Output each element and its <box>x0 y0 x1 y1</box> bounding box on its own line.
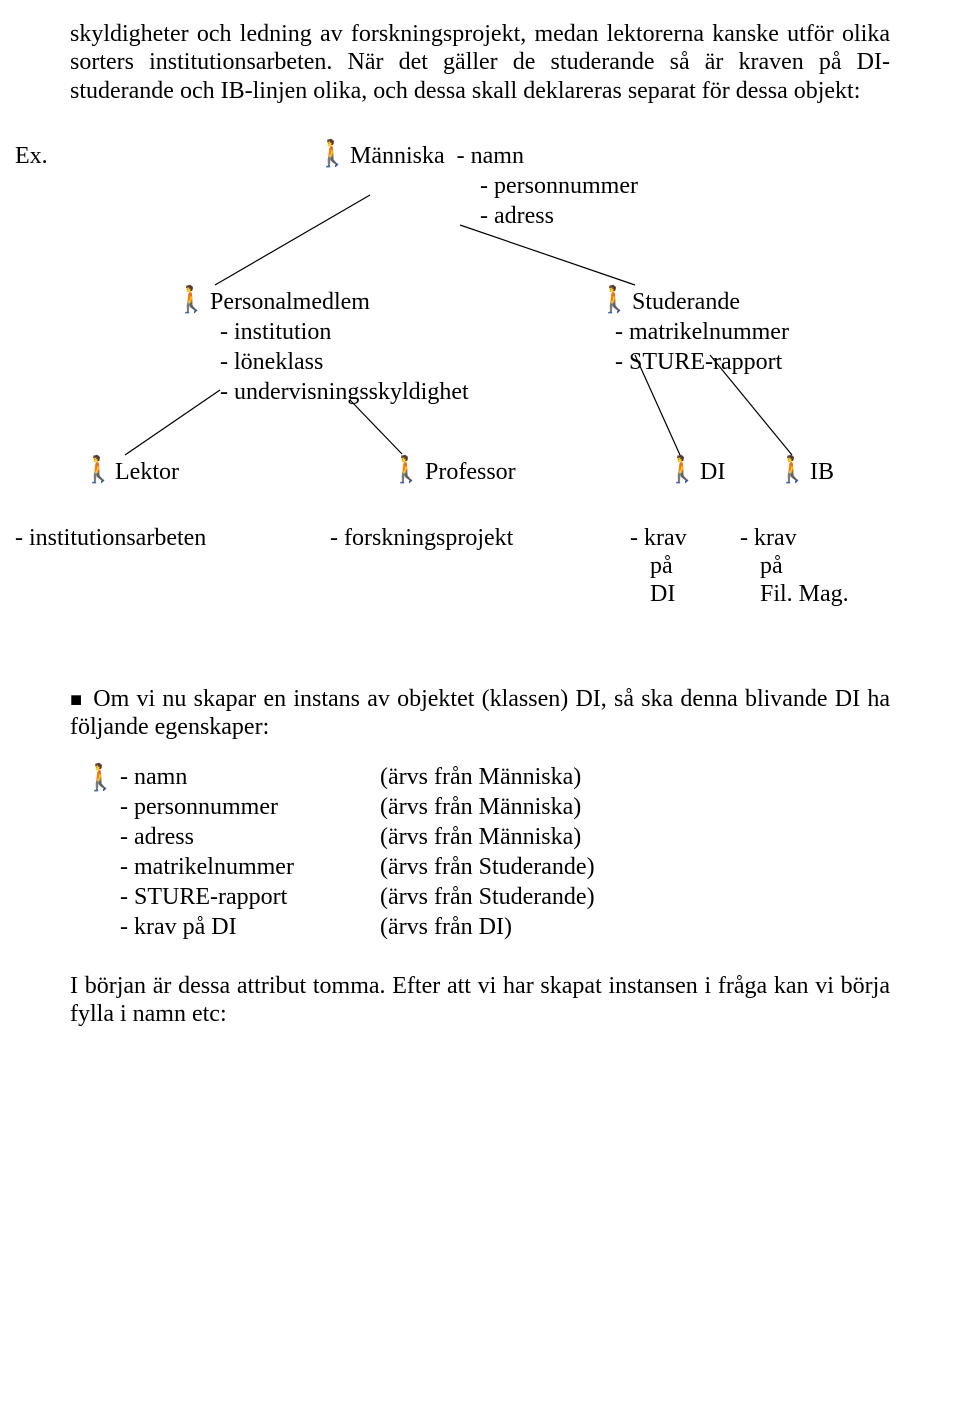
studerande-attr-1: - matrikelnummer <box>615 319 789 346</box>
professor-title: Professor <box>425 459 516 486</box>
example-label: Ex. <box>15 143 48 170</box>
studerande-attr-2: - STURE-rapport <box>615 349 782 376</box>
person-icon: 🚶 <box>316 141 348 167</box>
ib-title: IB <box>810 459 834 486</box>
personalmedlem-attr-1: - institution <box>220 319 331 346</box>
person-icon: 🚶 <box>175 287 207 313</box>
intro-paragraph: skyldigheter och ledning av forskningspr… <box>70 20 890 105</box>
attr-val: (ärvs från Studerande) <box>380 852 595 882</box>
root-attr-3: - adress <box>480 203 554 230</box>
person-icon: 🚶 <box>666 457 698 483</box>
person-icon: 🚶 <box>82 457 114 483</box>
studerande-title: Studerande <box>632 289 740 316</box>
di-title: DI <box>700 459 725 486</box>
attr-key: - namn <box>120 762 380 792</box>
personalmedlem-attr-3: - undervisningsskyldighet <box>220 379 469 406</box>
person-icon: 🚶 <box>598 287 630 313</box>
root-attr-2: - personnummer <box>480 173 638 200</box>
di-attr-2: på <box>650 553 673 580</box>
attr-key: - matrikelnummer <box>120 852 380 882</box>
attr-val: (ärvs från DI) <box>380 912 512 942</box>
lektor-title: Lektor <box>115 459 179 486</box>
professor-attr: - forskningsprojekt <box>330 525 513 552</box>
person-icon: 🚶 <box>84 762 116 795</box>
attr-key: - STURE-rapport <box>120 882 380 912</box>
attr-key: - krav på DI <box>120 912 380 942</box>
di-attr-3: DI <box>650 581 675 608</box>
attr-key: - personnummer <box>120 792 380 822</box>
ib-attr-3: Fil. Mag. <box>760 581 849 608</box>
person-icon: 🚶 <box>776 457 808 483</box>
ib-attr-2: på <box>760 553 783 580</box>
person-icon: 🚶 <box>390 457 422 483</box>
attr-key: - adress <box>120 822 380 852</box>
attributes-table: 🚶 - namn (ärvs från Människa) - personnu… <box>120 762 890 942</box>
attr-val: (ärvs från Människa) <box>380 792 581 822</box>
root-title: Människa - namn <box>350 143 524 170</box>
attr-val: (ärvs från Människa) <box>380 762 581 792</box>
lektor-attr: - institutionsarbeten <box>15 525 206 552</box>
attr-val: (ärvs från Studerande) <box>380 882 595 912</box>
personalmedlem-title: Personalmedlem <box>210 289 370 316</box>
square-bullet-icon: ■ <box>70 689 83 711</box>
attr-val: (ärvs från Människa) <box>380 822 581 852</box>
personalmedlem-attr-2: - löneklass <box>220 349 323 376</box>
final-paragraph: I början är dessa attribut tomma. Efter … <box>70 972 890 1029</box>
di-attr-1: - krav <box>630 525 687 552</box>
middle-paragraph: ■Om vi nu skapar en instans av objektet … <box>70 685 890 742</box>
ib-attr-1: - krav <box>740 525 797 552</box>
hierarchy-diagram: Ex. 🚶 Människa - namn - personnummer - a… <box>70 135 890 655</box>
